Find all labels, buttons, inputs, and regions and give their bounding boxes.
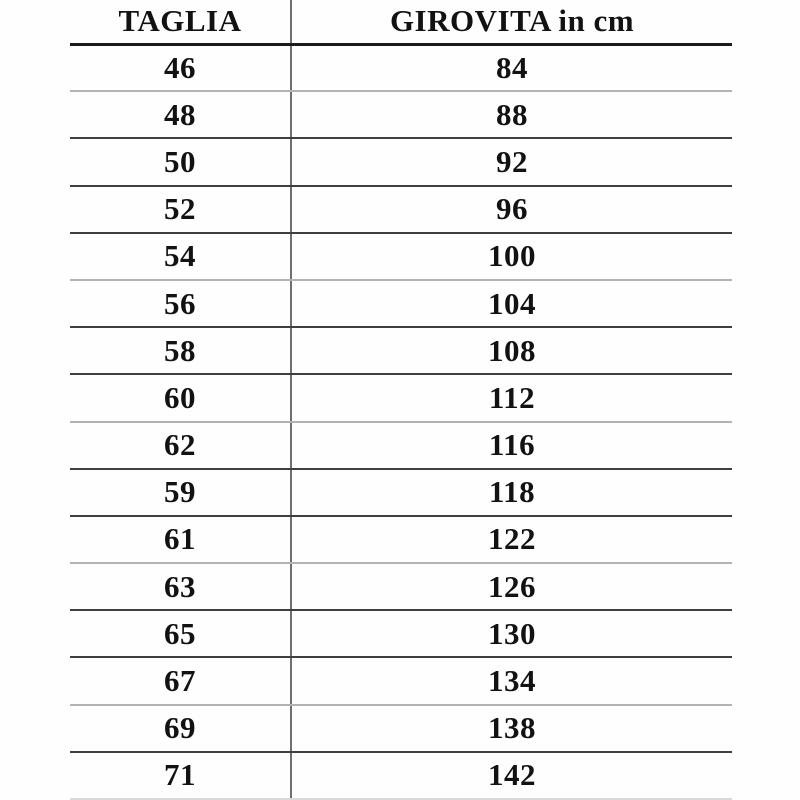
taglia-cell: 52: [70, 185, 292, 234]
girovita-cell: 118: [291, 468, 732, 517]
taglia-cell: 48: [70, 91, 292, 140]
table-row: 63 126: [70, 563, 732, 612]
girovita-cell: 134: [291, 657, 732, 706]
girovita-cell: 100: [291, 232, 732, 281]
table-row: 56 104: [70, 279, 732, 329]
taglia-cell: 46: [70, 44, 292, 93]
table-row: 60 112: [70, 374, 732, 423]
girovita-cell: 130: [291, 610, 732, 659]
table-row: 71 142: [70, 751, 732, 800]
girovita-cell: 142: [291, 751, 732, 800]
girovita-cell: 108: [291, 327, 732, 376]
girovita-cell: 138: [291, 704, 732, 753]
size-table: TAGLIA GIROVITA in cm 46 84 48 88 50 92 52 96 54…: [70, 0, 732, 800]
taglia-cell: 56: [70, 279, 292, 329]
girovita-cell: 122: [291, 515, 732, 565]
table-row: 62 116: [70, 421, 732, 470]
girovita-cell: 126: [291, 563, 732, 612]
table-row: 69 138: [70, 704, 732, 753]
table-row: 65 130: [70, 610, 732, 659]
table-row: 50 92: [70, 138, 732, 187]
girovita-cell: 92: [291, 138, 732, 187]
column-header-girovita: GIROVITA in cm: [291, 0, 732, 46]
girovita-cell: 104: [291, 279, 732, 329]
taglia-cell: 63: [70, 563, 292, 612]
taglia-cell: 69: [70, 704, 292, 753]
table-row: 59 118: [70, 468, 732, 517]
taglia-cell: 65: [70, 610, 292, 659]
table-header-row: TAGLIA GIROVITA in cm: [70, 0, 732, 46]
taglia-cell: 60: [70, 374, 292, 423]
taglia-cell: 58: [70, 327, 292, 376]
girovita-cell: 116: [291, 421, 732, 470]
taglia-cell: 71: [70, 751, 292, 800]
table-row: 52 96: [70, 185, 732, 234]
taglia-cell: 54: [70, 232, 292, 281]
taglia-cell: 67: [70, 657, 292, 706]
table-body: 46 84 48 88 50 92 52 96 54 100 56 104 58 108 60 112 62 11…: [70, 44, 732, 800]
girovita-cell: 84: [291, 44, 732, 93]
girovita-cell: 96: [291, 185, 732, 234]
girovita-cell: 112: [291, 374, 732, 423]
table-row: 58 108: [70, 327, 732, 376]
table-row: 61 122: [70, 515, 732, 565]
taglia-cell: 61: [70, 515, 292, 565]
column-header-taglia: TAGLIA: [70, 0, 292, 46]
table-row: 48 88: [70, 91, 732, 140]
taglia-cell: 62: [70, 421, 292, 470]
taglia-cell: 59: [70, 468, 292, 517]
table-row: 67 134: [70, 657, 732, 706]
taglia-cell: 50: [70, 138, 292, 187]
girovita-cell: 88: [291, 91, 732, 140]
table-row: 54 100: [70, 232, 732, 281]
table-row: 46 84: [70, 44, 732, 93]
